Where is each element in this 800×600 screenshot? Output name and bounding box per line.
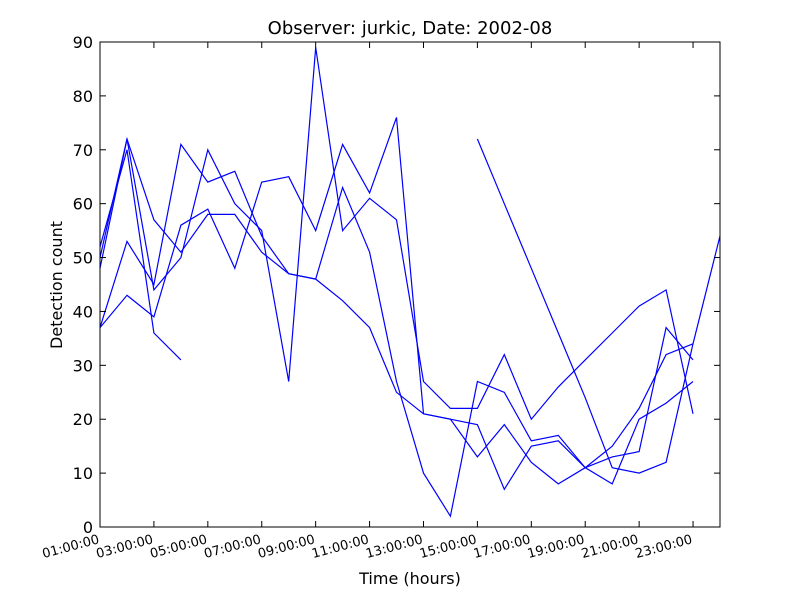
x-tick-label: 07:00:00	[202, 532, 262, 562]
x-tick-label: 05:00:00	[149, 532, 209, 562]
y-tick-label: 70	[73, 141, 93, 160]
y-tick-label: 20	[73, 410, 93, 429]
x-tick-label: 21:00:00	[580, 532, 640, 562]
y-tick-label: 50	[73, 249, 93, 268]
x-tick-label: 09:00:00	[256, 532, 316, 562]
plot-lines	[99, 47, 721, 518]
y-tick-label: 0	[83, 518, 93, 537]
y-tick-label: 40	[73, 302, 93, 321]
x-tick-label: 15:00:00	[418, 532, 478, 562]
y-tick-label: 80	[73, 87, 93, 106]
y-tick-label: 30	[73, 356, 93, 375]
series-line-6	[476, 138, 721, 474]
series-line-4	[99, 142, 694, 518]
series-line-5	[99, 136, 694, 491]
chart-title: Observer: jurkic, Date: 2002-08	[268, 18, 553, 39]
y-axis-ticks: 0 10 20 30 40 50 60 70 80 90	[73, 33, 720, 537]
series-line-3	[99, 117, 694, 485]
plot-frame	[99, 41, 721, 528]
y-tick-label: 90	[73, 33, 93, 52]
y-tick-label: 60	[73, 195, 93, 214]
series-line-2	[99, 47, 694, 421]
x-tick-label: 13:00:00	[364, 532, 424, 562]
x-tick-label: 03:00:00	[95, 532, 155, 562]
x-tick-label: 11:00:00	[310, 532, 370, 562]
x-tick-label: 19:00:00	[526, 532, 586, 562]
x-axis-label: Time (hours)	[358, 569, 461, 588]
x-tick-label: 23:00:00	[634, 532, 694, 562]
y-tick-label: 10	[73, 464, 93, 483]
x-axis-ticks: 01:00:0003:00:0005:00:0007:00:0009:00:00…	[41, 42, 694, 562]
y-axis-label: Detection count	[47, 221, 66, 349]
x-tick-label: 17:00:00	[472, 532, 532, 562]
series-line-1	[99, 149, 182, 361]
